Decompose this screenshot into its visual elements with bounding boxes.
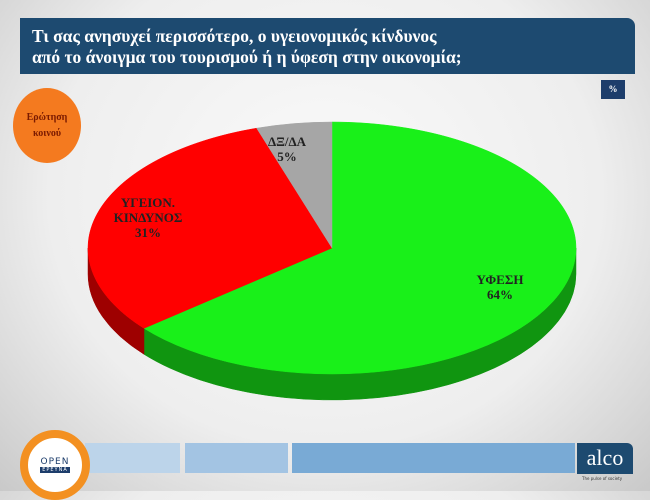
pie-slice-2 [256,121,333,249]
open-logo-sub: ΕΡΕΥΝΑ [40,467,70,473]
label-health-risk-value: 31% [135,225,161,240]
label-dk-na-name: ΔΞ/ΔΑ [267,134,307,149]
audience-question-badge: Ερώτηση κοινού [13,88,81,163]
title-line-2: από το άνοιγμα του τουρισμού ή η ύφεση σ… [32,47,462,67]
title-line-1: Τι σας ανησυχεί περισσότερο, ο υγειονομι… [32,26,437,46]
pie-slice-1 [87,127,333,329]
label-health-risk: ΥΓΕΙΟΝ. ΚΙΝΔΥΝΟΣ 31% [98,195,198,240]
chart-title: Τι σας ανησυχεί περισσότερο, ο υγειονομι… [20,18,635,74]
alco-logo: alco [577,443,633,474]
footer-bar-2 [185,443,288,473]
unit-badge: % [601,80,625,99]
alco-tagline: The pulse of society [582,476,623,481]
label-recession: ΥΦΕΣΗ 64% [470,272,530,302]
open-logo-text: OPEN [40,457,70,467]
label-recession-value: 64% [487,287,513,302]
footer-bar-3 [292,443,575,473]
label-recession-name: ΥΦΕΣΗ [476,272,524,287]
label-health-risk-name: ΥΓΕΙΟΝ. ΚΙΝΔΥΝΟΣ [113,195,183,225]
open-logo: OPEN ΕΡΕΥΝΑ [20,430,90,500]
label-dk-na: ΔΞ/ΔΑ 5% [262,134,312,164]
badge-line-2: κοινού [32,127,62,139]
pie-slice-0 [143,121,577,375]
label-dk-na-value: 5% [277,149,297,164]
footer-bar-1 [85,443,180,473]
badge-line-1: Ερώτηση [26,111,68,123]
